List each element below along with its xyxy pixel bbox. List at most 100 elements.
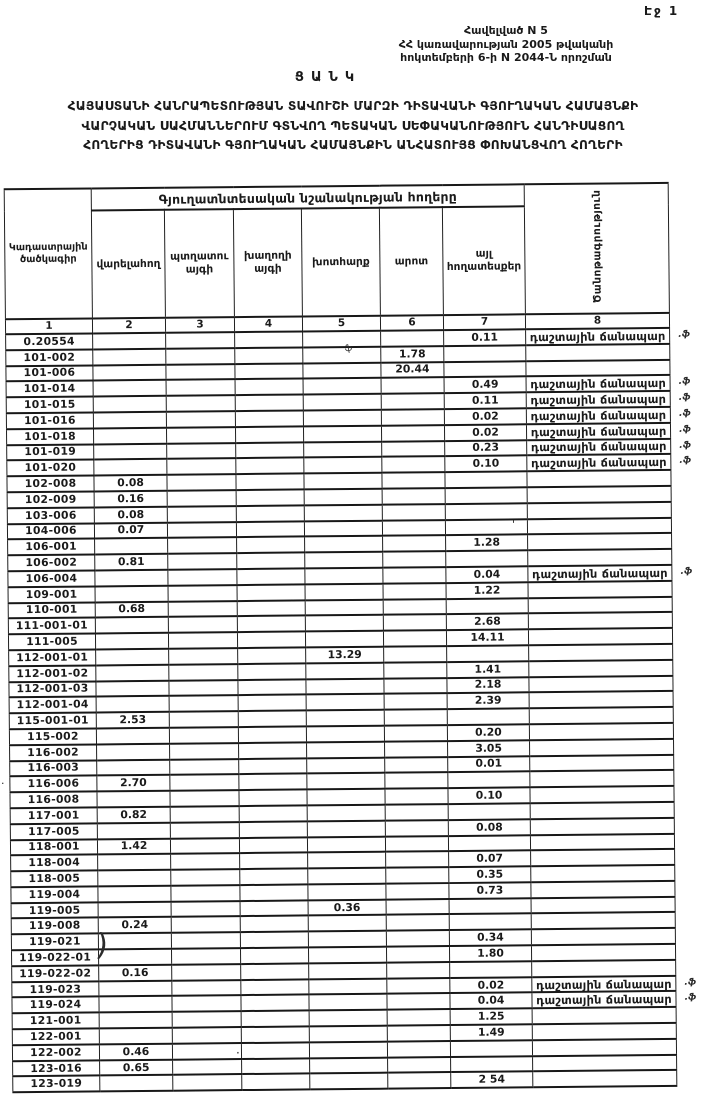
area-value-cell: [168, 663, 238, 681]
area-value-cell: [96, 727, 170, 745]
cadastral-code-cell: 123-016: [12, 1060, 100, 1077]
area-value-cell: [172, 1042, 242, 1060]
area-value-cell: 0.08: [448, 818, 531, 836]
note-cell: [530, 833, 675, 851]
note-cell: [532, 1022, 677, 1041]
area-value-cell: [171, 963, 241, 981]
area-value-cell: [238, 757, 307, 775]
area-value-cell: [384, 740, 448, 758]
area-value-cell: [380, 330, 444, 347]
area-value-cell: [92, 364, 167, 381]
stray-ink-mark: ·: [1, 777, 5, 790]
cadastral-code-cell: 123-019: [12, 1075, 100, 1093]
note-cell: [531, 896, 676, 914]
area-value-cell: [386, 946, 450, 963]
area-value-cell: [239, 821, 308, 838]
cadastral-code-cell: 118-005: [10, 870, 98, 888]
area-value-cell: 2.53: [96, 711, 170, 729]
area-value-cell: [171, 916, 241, 934]
title-line: ՀԱՅԱՍՏԱՆԻ ՀԱՆՐԱՊԵՏՈՒԹՅԱՆ ՏԱՎՈՒՇԻ ՄԱՐԶԻ Դ…: [67, 99, 639, 113]
cadastral-code-cell: 101-016: [6, 412, 94, 430]
area-value-cell: [171, 995, 242, 1012]
col-header-4: խաղողի այգի: [233, 208, 303, 318]
area-value-cell: [99, 1027, 173, 1045]
cadastral-code-cell: 106-004: [7, 570, 96, 588]
note-text: դաշտային ճանապար: [530, 392, 667, 408]
note-text: դաշտային ճանապար: [532, 565, 668, 582]
area-value-cell: [241, 1042, 310, 1059]
area-value-cell: [169, 742, 239, 760]
area-value-cell: [166, 395, 236, 412]
area-value-cell: [172, 1027, 242, 1044]
area-value-cell: [92, 332, 166, 350]
area-value-cell: 0.08: [94, 506, 168, 524]
note-text: դաշտային ճանապար: [536, 976, 672, 992]
note-cell: [527, 533, 672, 551]
note-cell: [527, 485, 672, 504]
note-cell: [531, 959, 676, 977]
area-value-cell: [303, 425, 382, 443]
area-value-cell: [237, 599, 306, 617]
area-value-cell: [95, 632, 169, 650]
area-value-cell: [168, 600, 238, 618]
area-value-cell: [93, 427, 167, 445]
area-value-cell: [98, 948, 172, 966]
area-value-cell: [93, 443, 167, 460]
note-text: դաշտային ճանապար: [530, 423, 667, 439]
area-value-cell: [447, 771, 531, 789]
column-number: 8: [525, 312, 670, 330]
area-value-cell: [236, 552, 305, 570]
area-value-cell: [236, 521, 305, 538]
area-value-cell: [238, 789, 308, 806]
note-cell: դաշտային ճանապար .ֆ: [525, 327, 690, 346]
note-cell: [527, 549, 672, 567]
area-value-cell: [239, 852, 308, 870]
note-cell: [529, 722, 674, 741]
area-value-cell: [237, 631, 306, 649]
cadastral-code-cell: 111-001-01: [8, 617, 96, 635]
area-value-cell: [305, 678, 385, 695]
area-value-cell: [309, 1009, 388, 1027]
area-value-cell: [382, 488, 446, 505]
col-header-cadastral-code: Կադաստրային ծածկագիր: [4, 188, 93, 320]
area-value-cell: [381, 456, 445, 473]
cadastral-code-cell: 117-005: [10, 823, 98, 840]
area-value-cell: [385, 867, 449, 884]
area-value-cell: [382, 519, 446, 537]
area-value-cell: 0.73: [448, 882, 532, 899]
area-value-cell: [309, 1057, 388, 1074]
area-value-cell: [167, 505, 237, 523]
area-value-cell: [165, 332, 235, 349]
area-value-cell: [307, 883, 387, 901]
handwritten-margin-mark: .ֆ: [679, 456, 692, 467]
cadastral-code-cell: 112-001-03: [8, 680, 97, 698]
area-value-cell: [385, 882, 450, 900]
area-value-cell: [386, 914, 450, 931]
area-value-cell: [96, 743, 170, 760]
cadastral-code-cell: 106-002: [7, 554, 95, 572]
area-value-cell: [237, 678, 307, 696]
area-value-cell: [168, 679, 239, 697]
area-value-cell: [303, 393, 382, 411]
area-value-cell: [387, 1056, 451, 1074]
area-value-cell: [240, 963, 309, 980]
area-value-cell: [384, 693, 448, 710]
note-cell: [528, 628, 673, 646]
area-value-cell: 0.04: [445, 566, 529, 583]
area-value-cell: [98, 933, 172, 950]
note-cell: [528, 612, 673, 630]
note-text: դաշտային ճանապար: [530, 407, 667, 424]
area-value-cell: [304, 488, 383, 506]
area-value-cell: [307, 836, 386, 853]
area-value-cell: 1.25: [450, 1008, 533, 1026]
cadastral-code-cell: 111-005: [8, 633, 96, 651]
area-value-cell: [449, 897, 532, 915]
area-value-cell: [168, 632, 238, 649]
area-value-cell: 2.70: [96, 775, 170, 792]
cadastral-code-cell: 110-001: [8, 601, 96, 619]
cadastral-code-cell: 118-001: [10, 838, 98, 856]
area-value-cell: [385, 803, 449, 821]
note-text: դաշտային ճանապար: [529, 328, 666, 345]
area-value-cell: [387, 1040, 451, 1058]
